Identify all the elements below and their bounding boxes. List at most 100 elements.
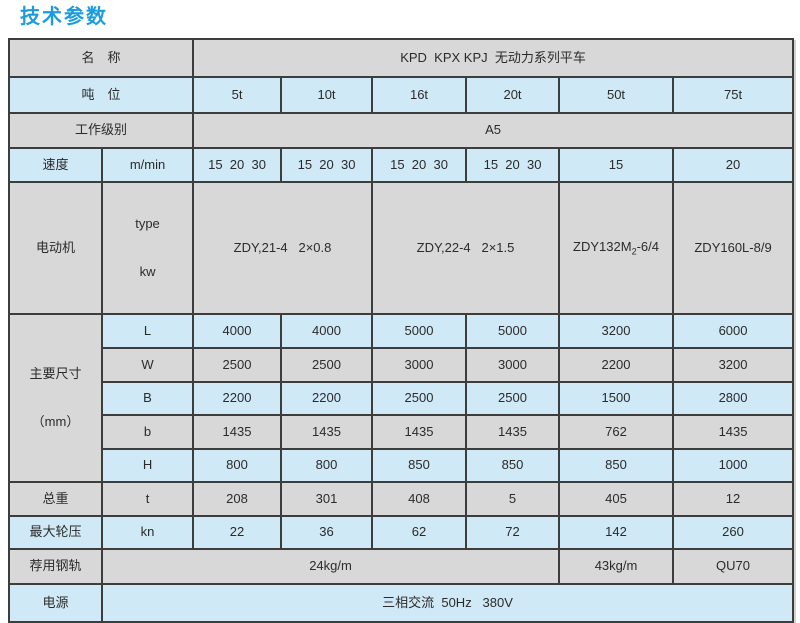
dim-L-value: 4000 bbox=[192, 313, 283, 349]
row-name: 名 称 KPD KPX KPJ 无动力系列平车 bbox=[7, 38, 795, 78]
rail-50t-value: 43kg/m bbox=[558, 548, 675, 585]
speed-value: 15 20 30 bbox=[280, 147, 374, 183]
dim-W-value: 2200 bbox=[558, 347, 675, 383]
speed-value: 15 bbox=[558, 147, 675, 183]
power-value: 三相交流 50Hz 380V bbox=[100, 583, 795, 623]
row-motor: 电动机 type kw ZDY,21-4 2×0.8 ZDY,22-4 2×1.… bbox=[8, 181, 795, 315]
dim-b-value: 1435 bbox=[672, 414, 795, 450]
rail-label: 荐用钢轨 bbox=[8, 548, 103, 585]
tonnage-16t: 16t bbox=[371, 76, 468, 114]
dim-b-value: 1435 bbox=[192, 414, 283, 450]
dim-b-value: 1435 bbox=[465, 414, 561, 450]
row-total-weight: 总重 t 208 301 408 5 405 12 bbox=[8, 481, 795, 517]
technical-parameters-table: 名 称 KPD KPX KPJ 无动力系列平车 吨 位 5t 10t 16t 2… bbox=[7, 38, 795, 623]
tonnage-75t: 75t bbox=[672, 76, 795, 114]
dim-B-value: 2200 bbox=[280, 381, 374, 416]
row-recommended-rail: 荐用钢轨 24kg/m 43kg/m QU70 bbox=[8, 548, 795, 585]
name-value: KPD KPX KPJ 无动力系列平车 bbox=[192, 38, 795, 78]
dim-H-value: 850 bbox=[371, 448, 468, 483]
tonnage-5t: 5t bbox=[192, 76, 283, 114]
motor-model-b: ZDY,22-4 2×1.5 bbox=[371, 181, 561, 315]
name-label: 名 称 bbox=[7, 38, 195, 78]
weight-label: 总重 bbox=[8, 481, 103, 517]
dim-b-value: 762 bbox=[558, 414, 675, 450]
speed-value: 15 20 30 bbox=[465, 147, 561, 183]
speed-value: 15 20 30 bbox=[371, 147, 468, 183]
dim-H-value: 800 bbox=[192, 448, 283, 483]
row-tonnage: 吨 位 5t 10t 16t 20t 50t 75t bbox=[7, 76, 795, 114]
wheel-unit: kn bbox=[100, 515, 195, 550]
dim-L-value: 4000 bbox=[280, 313, 374, 349]
motor-model-a: ZDY,21-4 2×0.8 bbox=[192, 181, 374, 315]
duty-label: 工作级别 bbox=[7, 112, 195, 149]
tonnage-label: 吨 位 bbox=[7, 76, 195, 114]
dim-W-value: 3200 bbox=[672, 347, 795, 383]
dim-B-value: 1500 bbox=[558, 381, 675, 416]
weight-value: 208 bbox=[192, 481, 283, 517]
weight-unit: t bbox=[100, 481, 195, 517]
dim-B-value: 2200 bbox=[192, 381, 283, 416]
motor-unit-kw: kw bbox=[139, 264, 156, 280]
weight-value: 5 bbox=[465, 481, 561, 517]
speed-value: 15 20 30 bbox=[192, 147, 283, 183]
dim-W-value: 3000 bbox=[371, 347, 468, 383]
dim-H-value: 850 bbox=[465, 448, 561, 483]
rail-75t-value: QU70 bbox=[672, 548, 795, 585]
row-dim-H: H 800 800 850 850 850 1000 bbox=[9, 448, 795, 483]
wheel-value: 22 bbox=[192, 515, 283, 550]
row-dim-b: b 1435 1435 1435 1435 762 1435 bbox=[9, 414, 795, 450]
dim-key-W: W bbox=[100, 347, 195, 383]
wheel-value: 72 bbox=[465, 515, 561, 550]
wheel-label: 最大轮压 bbox=[8, 515, 103, 550]
row-max-wheel-pressure: 最大轮压 kn 22 36 62 72 142 260 bbox=[8, 515, 795, 550]
motor-unit: type kw bbox=[100, 181, 195, 315]
dim-L-value: 5000 bbox=[465, 313, 561, 349]
rail-main-value: 24kg/m bbox=[100, 548, 561, 585]
row-dim-L: 主要尺寸 （mm） L 4000 4000 5000 5000 3200 600… bbox=[8, 313, 795, 483]
speed-unit: m/min bbox=[100, 147, 195, 183]
dim-W-value: 2500 bbox=[280, 347, 374, 383]
tonnage-50t: 50t bbox=[558, 76, 675, 114]
dim-b-value: 1435 bbox=[371, 414, 468, 450]
dim-L-value: 5000 bbox=[371, 313, 468, 349]
dim-key-L: L bbox=[100, 313, 195, 349]
dim-W-value: 2500 bbox=[192, 347, 283, 383]
dim-b-value: 1435 bbox=[280, 414, 374, 450]
dim-L-value: 6000 bbox=[672, 313, 795, 349]
speed-label: 速度 bbox=[8, 147, 103, 183]
dim-B-value: 2500 bbox=[465, 381, 561, 416]
row-dim-B: B 2200 2200 2500 2500 1500 2800 bbox=[9, 381, 795, 416]
dim-B-value: 2500 bbox=[371, 381, 468, 416]
wheel-value: 142 bbox=[558, 515, 675, 550]
row-dim-W: W 2500 2500 3000 3000 2200 3200 bbox=[9, 347, 795, 383]
dim-H-value: 800 bbox=[280, 448, 374, 483]
page-title: 技术参数 bbox=[20, 6, 108, 28]
tonnage-20t: 20t bbox=[465, 76, 561, 114]
duty-value: A5 bbox=[192, 112, 795, 149]
weight-value: 405 bbox=[558, 481, 675, 517]
wheel-value: 62 bbox=[371, 515, 468, 550]
weight-value: 12 bbox=[672, 481, 795, 517]
tonnage-10t: 10t bbox=[280, 76, 374, 114]
wheel-value: 260 bbox=[672, 515, 795, 550]
motor-label: 电动机 bbox=[8, 181, 103, 315]
wheel-value: 36 bbox=[280, 515, 374, 550]
row-duty-class: 工作级别 A5 bbox=[7, 112, 795, 149]
dim-B-value: 2800 bbox=[672, 381, 795, 416]
weight-value: 301 bbox=[280, 481, 374, 517]
power-label: 电源 bbox=[8, 583, 103, 623]
motor-model-c: ZDY132M2-6/4 bbox=[558, 181, 675, 315]
dim-key-b: b bbox=[100, 414, 195, 450]
motor-unit-type: type bbox=[135, 215, 160, 231]
dims-label: 主要尺寸 （mm） bbox=[8, 313, 103, 483]
speed-value: 20 bbox=[672, 147, 795, 183]
dim-H-value: 1000 bbox=[672, 448, 795, 483]
motor-model-d: ZDY160L-8/9 bbox=[672, 181, 795, 315]
dim-W-value: 3000 bbox=[465, 347, 561, 383]
dim-key-H: H bbox=[100, 448, 195, 483]
dim-H-value: 850 bbox=[558, 448, 675, 483]
dim-L-value: 3200 bbox=[558, 313, 675, 349]
row-speed: 速度 m/min 15 20 30 15 20 30 15 20 30 15 2… bbox=[8, 147, 795, 183]
weight-value: 408 bbox=[371, 481, 468, 517]
dim-key-B: B bbox=[100, 381, 195, 416]
